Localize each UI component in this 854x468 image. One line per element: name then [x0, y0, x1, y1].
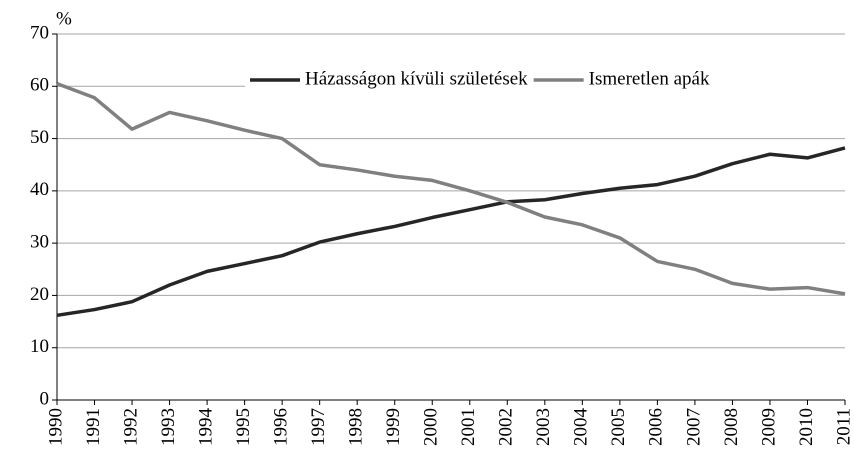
- y-tick-label: 30: [30, 232, 49, 253]
- x-tick-label: 1995: [233, 408, 254, 446]
- x-tick-label: 2009: [758, 408, 779, 446]
- x-tick-label: 1998: [346, 408, 367, 446]
- y-tick-label: 0: [40, 388, 50, 409]
- y-tick-label: 10: [30, 336, 49, 357]
- series-line: [56, 82, 846, 296]
- x-tick-label: 2001: [458, 408, 479, 446]
- x-tick-label: 1992: [120, 408, 141, 446]
- x-tick-label: 2002: [496, 408, 517, 446]
- x-tick-label: 2005: [608, 408, 629, 446]
- y-tick-label: 50: [30, 127, 49, 148]
- x-tick-label: 2007: [683, 408, 704, 446]
- y-tick-label: 20: [30, 284, 49, 305]
- y-tick-label: 70: [30, 22, 49, 43]
- legend-label: Házasságon kívüli születések: [305, 68, 528, 89]
- x-tick-label: 1993: [158, 408, 179, 446]
- legend-label: Ismeretlen apák: [589, 68, 710, 89]
- x-tick-label: 2008: [721, 408, 742, 446]
- x-tick-label: 1990: [45, 408, 66, 446]
- x-tick-label: 1991: [83, 408, 104, 446]
- x-tick-label: 2000: [421, 408, 442, 446]
- x-tick-label: 2006: [646, 408, 667, 446]
- x-tick-label: 1994: [195, 408, 216, 447]
- x-tick-label: 2004: [571, 408, 592, 447]
- x-tick-label: 1999: [383, 408, 404, 446]
- x-tick-label: 2010: [796, 408, 817, 446]
- x-tick-label: 2011: [833, 408, 854, 445]
- y-axis-label: %: [56, 8, 72, 29]
- x-tick-label: 1997: [308, 408, 329, 446]
- y-tick-label: 40: [30, 179, 49, 200]
- x-tick-label: 1996: [271, 408, 292, 446]
- series-line: [56, 146, 846, 318]
- x-tick-label: 2003: [533, 408, 554, 446]
- y-tick-label: 60: [30, 75, 49, 96]
